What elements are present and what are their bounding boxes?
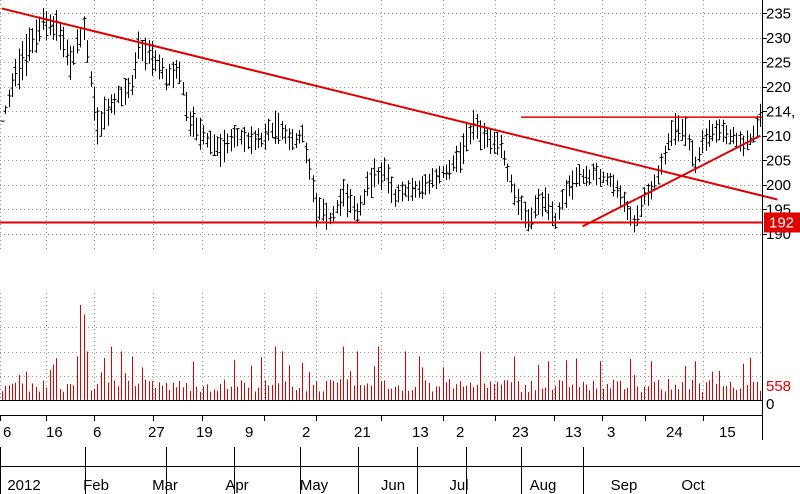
- month-label: May: [300, 477, 329, 494]
- month-label: Jun: [381, 477, 405, 494]
- trend-lines: [0, 7, 778, 228]
- volume-zero-label: 0: [766, 396, 774, 413]
- volume-last-label: 558: [766, 378, 791, 395]
- x-tick-label: 16: [46, 424, 63, 441]
- month-label: Sep: [611, 477, 638, 494]
- month-label: Oct: [681, 477, 705, 494]
- x-tick-label: 15: [719, 424, 736, 441]
- support-label-box: [764, 212, 800, 233]
- x-tick-label: 6: [3, 424, 11, 441]
- x-tick-label: 13: [412, 424, 429, 441]
- x-tick-label: 24: [666, 424, 683, 441]
- month-label: 2012: [7, 477, 40, 494]
- x-tick-label: 3: [607, 424, 615, 441]
- y-tick-label: 235: [766, 5, 791, 22]
- x-tick-label: 2: [302, 424, 310, 441]
- grid: [0, 0, 763, 400]
- x-tick-label: 6: [93, 424, 101, 441]
- volume-bars: [2, 304, 761, 400]
- y-tick-label: 210: [766, 128, 791, 145]
- y-tick-label: 220: [766, 79, 791, 96]
- month-label: Mar: [152, 477, 178, 494]
- x-tick-label: 9: [245, 424, 253, 441]
- x-tick-label: 13: [565, 424, 582, 441]
- x-tick-label: 23: [512, 424, 529, 441]
- x-tick-label: 19: [196, 424, 213, 441]
- downtrend-line: [1, 7, 778, 201]
- month-label: Aug: [530, 477, 557, 494]
- support-label: 192: [769, 214, 794, 231]
- y-tick-label: 214,: [766, 103, 795, 120]
- uptrend-line: [582, 134, 761, 228]
- y-tick-label: 200: [766, 177, 791, 194]
- y-tick-label: 205: [766, 152, 791, 169]
- month-label: Feb: [83, 477, 109, 494]
- x-tick-label: 2: [456, 424, 464, 441]
- month-label: Apr: [225, 477, 248, 494]
- month-label: Jul: [449, 477, 468, 494]
- y-tick-label: 230: [766, 30, 791, 47]
- x-tick-label: 21: [354, 424, 371, 441]
- y-tick-label: 225: [766, 54, 791, 71]
- price-bars: [0, 8, 763, 233]
- x-tick-label: 27: [148, 424, 165, 441]
